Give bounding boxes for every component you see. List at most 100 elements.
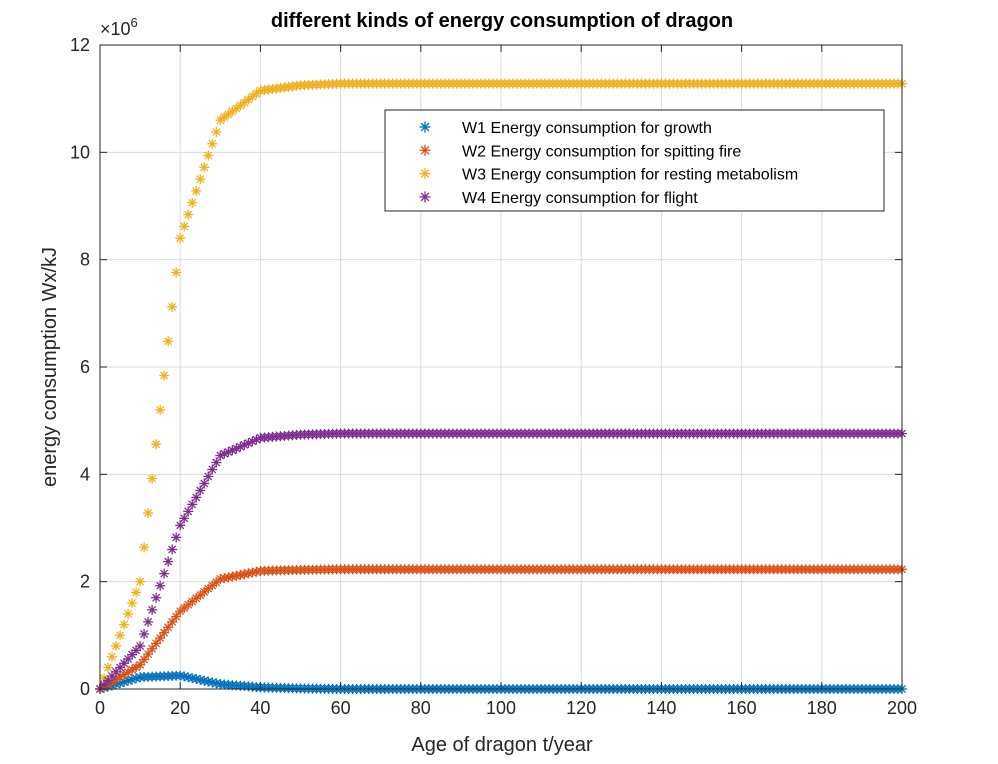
y-tick-label: 0 (80, 679, 90, 699)
data-point (163, 556, 174, 567)
data-point (191, 492, 202, 503)
y-tick-label: 12 (70, 35, 90, 55)
data-point (143, 616, 154, 627)
legend-entry-1: W1 Energy consumption for growth (462, 120, 712, 137)
data-point (155, 633, 166, 644)
data-point (171, 532, 182, 543)
data-point (155, 580, 166, 591)
y-tick-label: 4 (80, 464, 90, 484)
data-point (187, 499, 198, 510)
data-point (203, 471, 214, 482)
x-tick-label: 160 (727, 698, 757, 718)
y-axis-multiplier-base: ×10 (100, 19, 131, 39)
data-point (115, 662, 126, 673)
data-point (159, 370, 170, 381)
data-point (147, 604, 158, 615)
data-point (131, 662, 142, 673)
data-point (127, 598, 138, 609)
data-point (147, 473, 158, 484)
data-point (195, 485, 206, 496)
legend-marker-4 (419, 191, 431, 203)
data-point (171, 267, 182, 278)
y-tick-label: 2 (80, 572, 90, 592)
data-point (211, 457, 222, 468)
y-tick-label: 10 (70, 142, 90, 162)
data-point (203, 150, 214, 161)
data-point (183, 209, 194, 220)
y-tick-label: 8 (80, 250, 90, 270)
legend-entry-4: W4 Energy consumption for flight (462, 190, 698, 207)
data-point (179, 513, 190, 524)
data-point (135, 576, 146, 587)
data-point (115, 630, 126, 641)
data-point (183, 506, 194, 517)
data-point (159, 568, 170, 579)
x-tick-label: 180 (807, 698, 837, 718)
data-point (135, 641, 146, 652)
data-point (235, 441, 246, 452)
data-point (171, 611, 182, 622)
data-point (155, 404, 166, 415)
data-point (111, 641, 122, 652)
data-point (139, 628, 150, 639)
data-point (99, 679, 110, 690)
data-point (103, 662, 114, 673)
data-point (175, 233, 186, 244)
x-tick-label: 0 (95, 698, 105, 718)
legend-box (384, 109, 885, 212)
data-point (131, 587, 142, 598)
x-tick-label: 80 (411, 698, 431, 718)
data-point (195, 174, 206, 185)
legend-entry-3: W3 Energy consumption for resting metabo… (462, 167, 798, 184)
series-3 (95, 78, 907, 694)
y-axis-multiplier-exponent: 6 (131, 15, 138, 30)
data-point (135, 659, 146, 670)
data-point (143, 649, 154, 660)
data-point (179, 221, 190, 232)
data-point (227, 445, 238, 456)
data-point (143, 507, 154, 518)
data-point (139, 654, 150, 665)
data-point (187, 197, 198, 208)
data-point (199, 478, 210, 489)
legend: W1 Energy consumption for growth W2 Energ… (384, 109, 885, 212)
data-point (163, 336, 174, 347)
x-tick-label: 40 (250, 698, 270, 718)
data-point (107, 651, 118, 662)
data-point (231, 570, 242, 581)
x-tick-label: 140 (646, 698, 676, 718)
axis-ticks: 0 20 40 60 80 100 120 140 160 180 200 0 2 4 6 8 10 12 (70, 35, 917, 718)
y-axis-label: energy consumption Wx/kJ (39, 247, 61, 487)
data-point (199, 162, 210, 173)
x-tick-label: 20 (170, 698, 190, 718)
legend-marker-2 (419, 144, 431, 156)
series-4 (95, 428, 907, 694)
data-point (175, 520, 186, 531)
data-point (167, 616, 178, 627)
x-tick-label: 100 (486, 698, 516, 718)
data-point (159, 627, 170, 638)
data-point (191, 185, 202, 196)
data-point (151, 638, 162, 649)
data-point (231, 443, 242, 454)
data-point (167, 301, 178, 312)
data-point (119, 619, 130, 630)
data-point (103, 675, 114, 686)
data-point (207, 464, 218, 475)
x-axis-label: Age of dragon t/year (411, 734, 593, 756)
data-point (151, 592, 162, 603)
data-point (207, 138, 218, 149)
data-point (163, 622, 174, 633)
y-axis-multiplier: ×106 (100, 15, 138, 39)
chart-title: different kinds of energy consumption of… (271, 10, 733, 32)
data-point (167, 544, 178, 555)
x-tick-label: 200 (887, 698, 917, 718)
data-point (211, 126, 222, 137)
data-point (139, 542, 150, 553)
data-point (151, 439, 162, 450)
series-2 (95, 564, 907, 694)
legend-entry-2: W2 Energy consumption for spitting fire (462, 143, 741, 160)
y-tick-label: 6 (80, 357, 90, 377)
data-point (147, 643, 158, 654)
